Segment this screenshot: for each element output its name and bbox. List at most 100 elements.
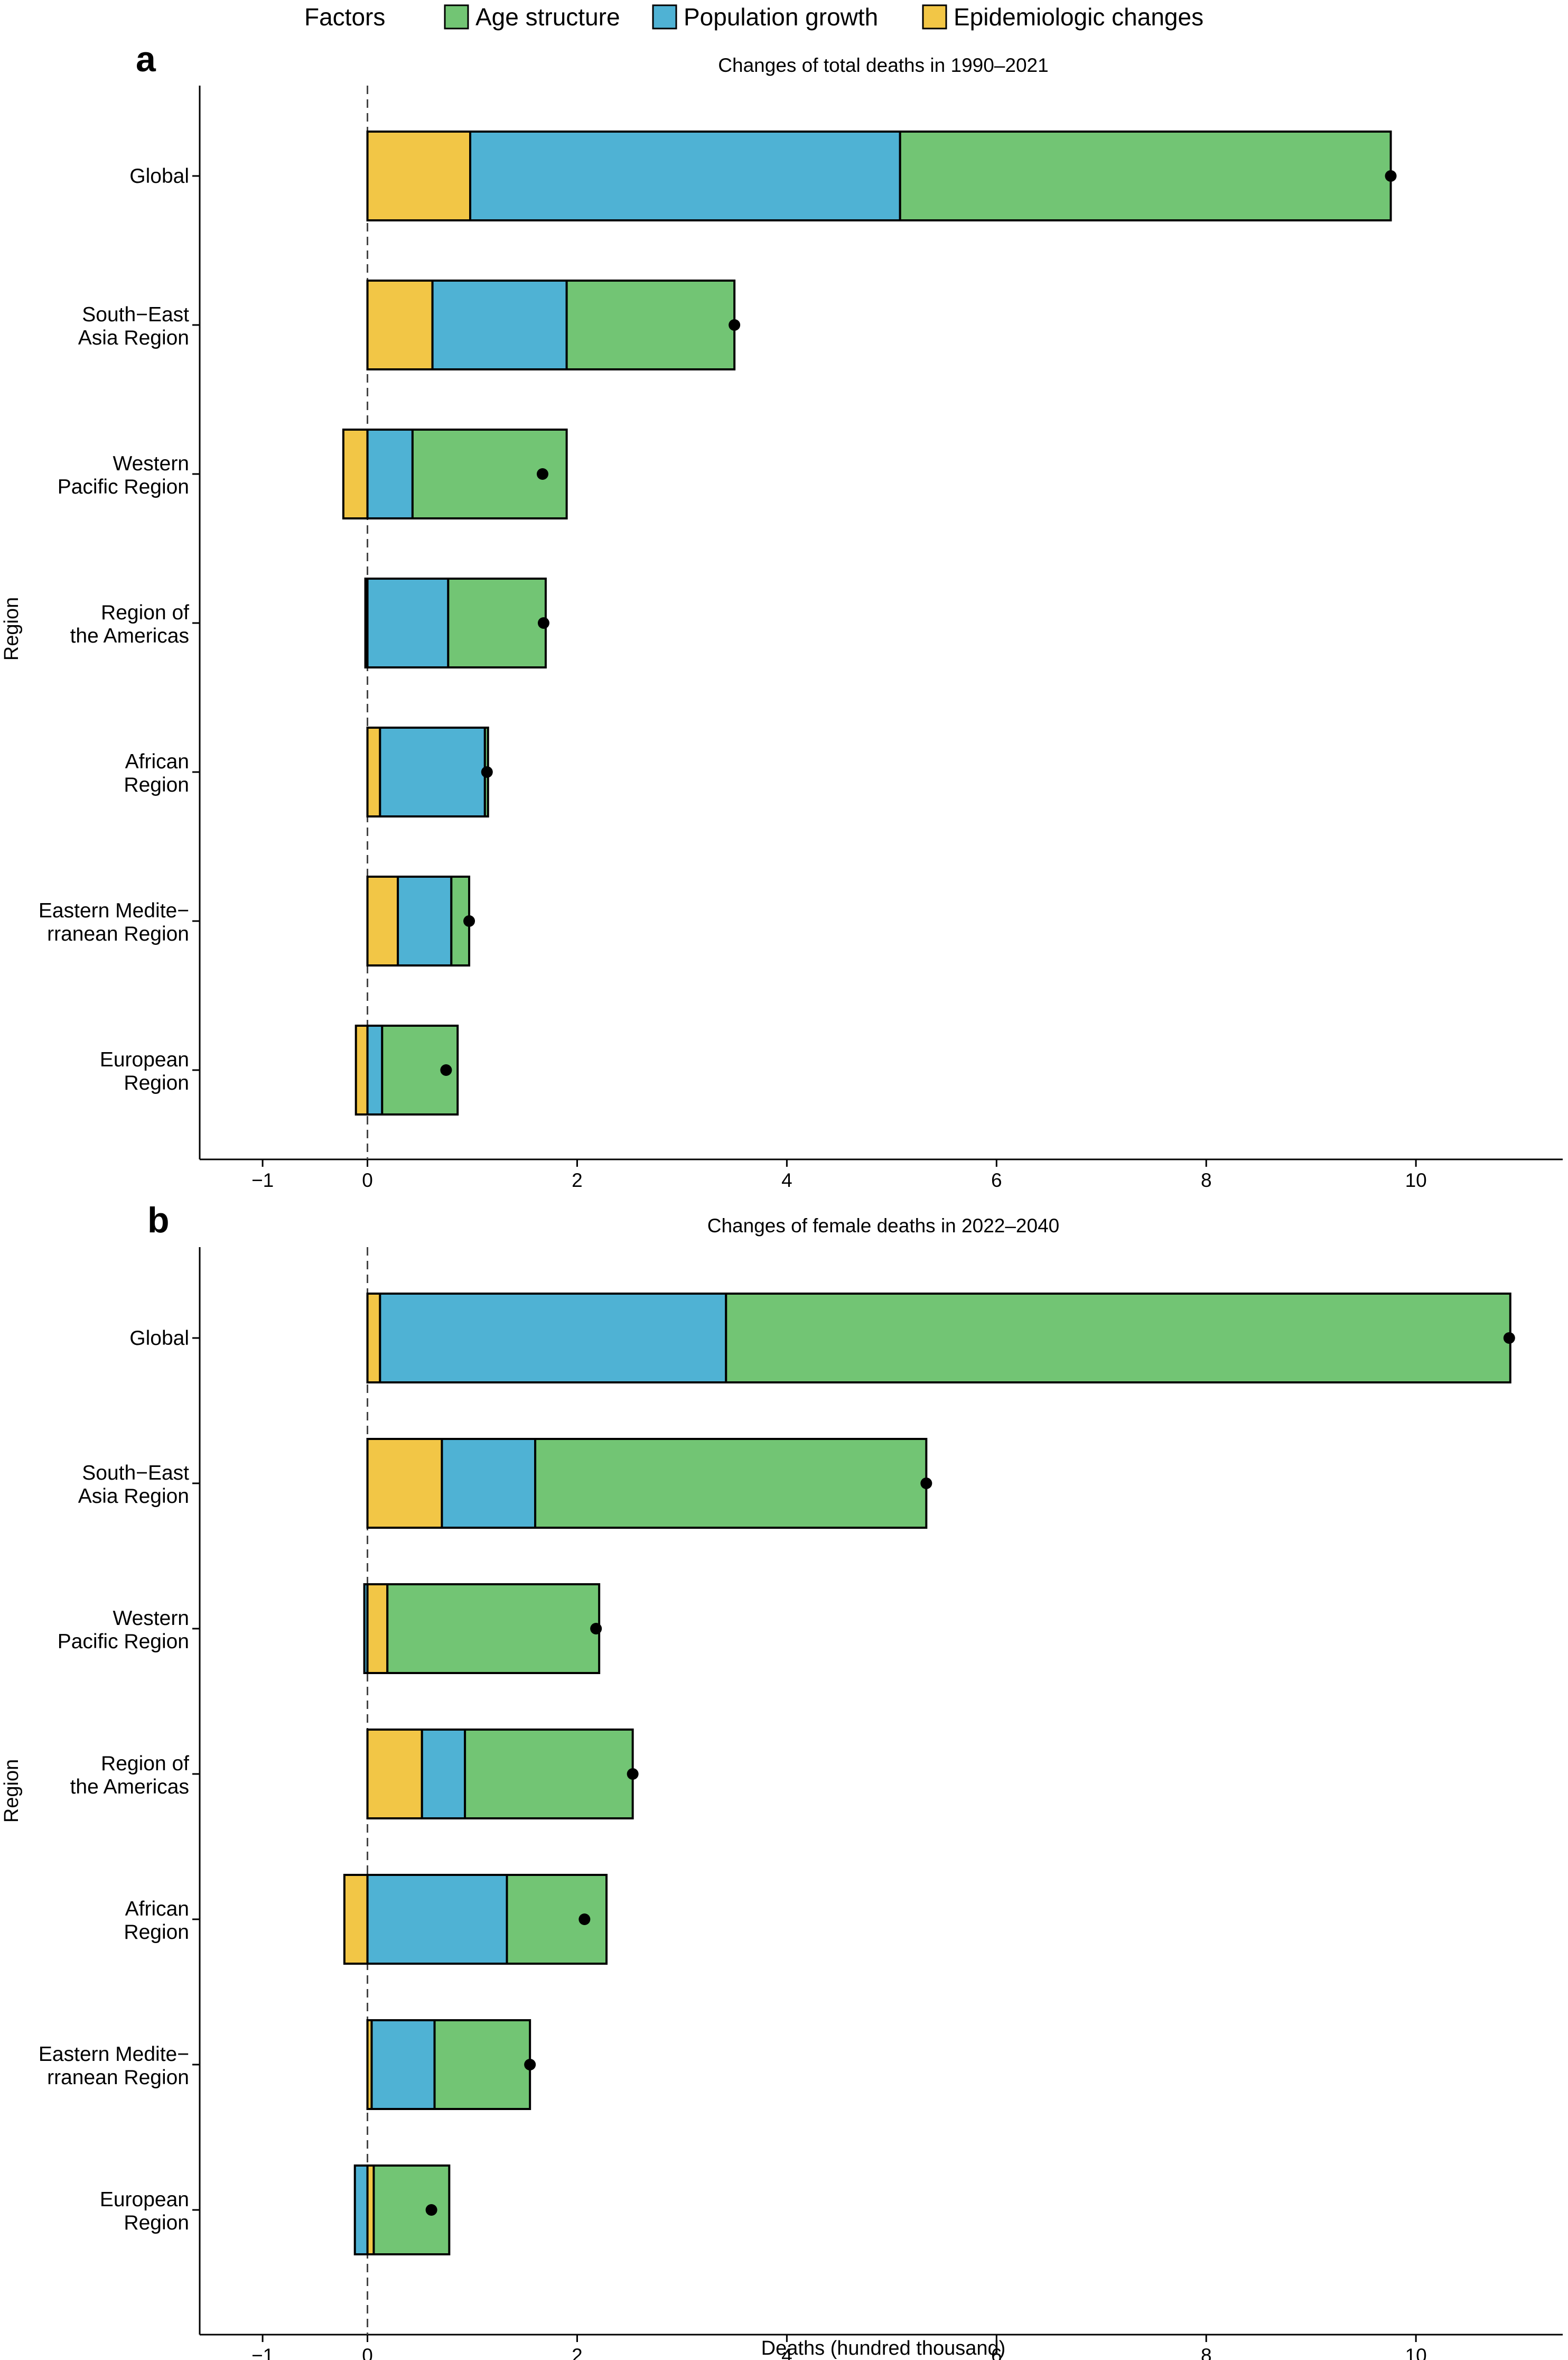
bar-segment-epidemiologic-changes <box>366 727 381 817</box>
bar-segment-population-growth <box>370 2019 436 2110</box>
total-change-point <box>425 2204 437 2216</box>
x-tick-label: 10 <box>1405 2345 1427 2360</box>
total-change-point <box>481 766 493 778</box>
bar-segment-age-structure <box>565 280 736 370</box>
bar-segment-epidemiologic-changes <box>366 1583 389 1674</box>
legend-label-epi: Epidemiologic changes <box>954 3 1203 31</box>
bar-segment-age-structure <box>506 1874 608 1965</box>
bar-segment-epidemiologic-changes <box>366 876 399 967</box>
x-tick-label: 6 <box>991 1169 1002 1191</box>
panel-b: b Changes of female deaths in 2022–2040 … <box>1 1200 1563 2360</box>
region-label: South−East <box>82 303 189 326</box>
total-change-point <box>729 319 741 331</box>
total-change-point <box>578 1913 591 1925</box>
x-tick-label: 4 <box>781 2345 792 2360</box>
region-label: Asia Region <box>78 327 189 349</box>
region-label: African <box>125 1898 189 1920</box>
bar-segment-age-structure <box>899 131 1392 221</box>
legend-label-pop: Population growth <box>684 3 878 31</box>
bar-segment-epidemiologic-changes <box>366 1293 381 1383</box>
region-label: Pacific Region <box>58 476 189 498</box>
bar-segment-epidemiologic-changes <box>366 131 472 221</box>
x-tick-label: 6 <box>991 2345 1002 2360</box>
x-tick-label: 2 <box>572 1169 583 1191</box>
bar-segment-age-structure <box>372 2164 451 2255</box>
total-change-point <box>1385 170 1397 182</box>
region-label: Region <box>124 774 189 796</box>
bar-segment-epidemiologic-changes <box>354 1025 369 1116</box>
panel-b-letter: b <box>147 1200 170 1240</box>
legend-items: Age structure Population growth Epidemiolo… <box>444 3 1203 31</box>
x-tick-label: 10 <box>1405 1169 1427 1191</box>
x-axis-title: Deaths (hundred thousand) <box>761 2337 1006 2359</box>
region-label: Pacific Region <box>58 1630 189 1653</box>
x-tick-label: −1 <box>251 1169 274 1191</box>
bar-segment-age-structure <box>534 1438 928 1529</box>
bar-segment-epidemiologic-changes <box>342 429 369 519</box>
region-label: the Americas <box>70 625 189 647</box>
bar-segment-age-structure <box>433 2019 531 2110</box>
total-change-point <box>627 1768 639 1780</box>
bar-segment-population-growth <box>379 1293 727 1383</box>
region-label: European <box>100 2188 189 2211</box>
bar-segment-population-growth <box>366 429 414 519</box>
bar-segment-age-structure <box>464 1729 634 1819</box>
x-tick-label: 0 <box>362 1169 373 1191</box>
region-label: Region of <box>101 601 189 624</box>
x-tick-label: 4 <box>781 1169 792 1191</box>
region-label: the Americas <box>70 1776 189 1798</box>
x-tick-label: 0 <box>362 2345 373 2360</box>
legend-label-age: Age structure <box>475 3 620 31</box>
region-label: Region <box>124 1921 189 1944</box>
bar-segment-epidemiologic-changes <box>343 1874 369 1965</box>
x-tick-label: 2 <box>572 2345 583 2360</box>
region-label: European <box>100 1048 189 1071</box>
region-label: Asia Region <box>78 1485 189 1508</box>
panel-b-title: Changes of female deaths in 2022–2040 <box>707 1215 1060 1237</box>
total-change-point <box>537 617 549 629</box>
bar-segment-epidemiologic-changes <box>366 1729 423 1819</box>
total-change-point <box>524 2059 536 2070</box>
bar-segment-age-structure <box>447 578 547 668</box>
total-change-point <box>920 1478 932 1489</box>
bar-segment-epidemiologic-changes <box>366 1438 443 1529</box>
panel-a-y-axis-title: Region <box>1 597 23 661</box>
bar-segment-age-structure <box>725 1293 1511 1383</box>
region-label: South−East <box>82 1462 189 1484</box>
region-label: Eastern Medite− <box>39 899 189 922</box>
region-label: Western <box>113 1607 190 1630</box>
total-change-point <box>590 1623 602 1634</box>
bar-segment-population-growth <box>379 727 486 817</box>
region-label: Global <box>129 165 189 188</box>
bar-segment-population-growth <box>366 578 450 668</box>
bar-segment-epidemiologic-changes <box>366 280 434 370</box>
bar-segment-population-growth <box>363 1583 369 1674</box>
total-change-point <box>1503 1332 1515 1344</box>
panel-b-y-axis-title: Region <box>1 1759 23 1823</box>
bar-segment-population-growth <box>397 876 453 967</box>
x-tick-label: 8 <box>1201 1169 1212 1191</box>
bar-segment-population-growth <box>366 1874 508 1965</box>
legend-title: Factors <box>304 3 385 31</box>
bar-segment-population-growth <box>469 131 901 221</box>
region-label: Global <box>129 1327 189 1350</box>
legend: Factors Age structure Population growth Ep… <box>304 3 1203 31</box>
bar-segment-population-growth <box>431 280 568 370</box>
legend-swatch-epi <box>922 4 947 30</box>
bar-segment-population-growth <box>421 1729 466 1819</box>
legend-swatch-age <box>444 4 469 30</box>
region-label: Region of <box>101 1752 189 1775</box>
region-label: Western <box>113 452 190 475</box>
bar-segment-population-growth <box>366 1025 384 1116</box>
bar-segment-population-growth <box>353 2164 369 2255</box>
x-tick-label: −1 <box>251 2345 274 2360</box>
region-label: African <box>125 750 189 773</box>
x-tick-label: 8 <box>1201 2345 1212 2360</box>
panel-a-letter: a <box>136 39 156 79</box>
region-label: rranean Region <box>47 2066 189 2089</box>
region-label: Region <box>124 2212 189 2234</box>
bar-segment-population-growth <box>441 1438 537 1529</box>
